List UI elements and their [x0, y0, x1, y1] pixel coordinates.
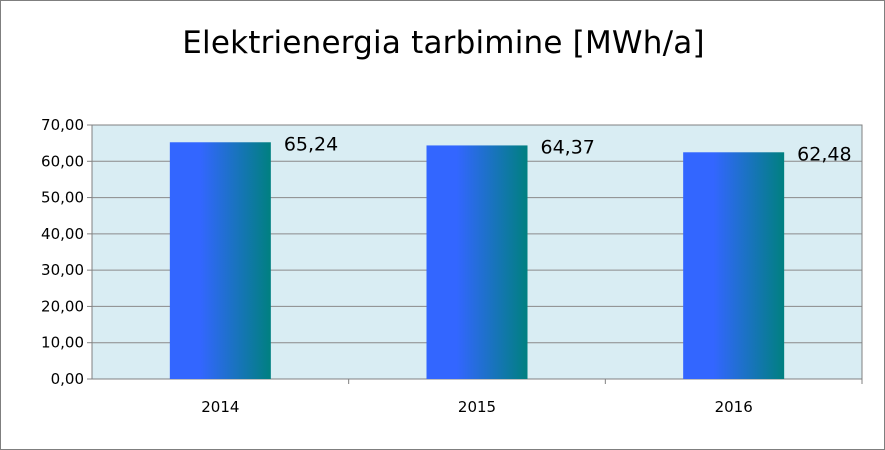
x-tick-label: 2016: [715, 398, 753, 416]
chart-title: Elektrienergia tarbimine [MWh/a]: [182, 25, 705, 61]
x-tick-label: 2015: [458, 398, 496, 416]
data-label-2016: 62,48: [797, 143, 851, 165]
y-tick-label: 0,00: [51, 370, 84, 388]
y-tick-label: 40,00: [41, 225, 84, 243]
bar-2014: [169, 142, 271, 379]
y-tick-label: 60,00: [41, 152, 84, 170]
y-tick-label: 20,00: [41, 297, 84, 315]
y-tick-label: 70,00: [41, 116, 84, 134]
data-label-2015: 64,37: [541, 136, 595, 158]
bars: [169, 142, 785, 379]
y-tick-label: 30,00: [41, 261, 84, 279]
labels: 0,00 10,00 20,00 30,00 40,00 50,00 60,00 70,00 6…: [41, 116, 852, 416]
bar-2016: [683, 152, 785, 379]
y-tick-label: 50,00: [41, 189, 84, 207]
y-tick-label: 10,00: [41, 334, 84, 352]
bar-2015: [426, 145, 528, 379]
data-label-2014: 65,24: [284, 133, 338, 155]
x-tick-label: 2014: [201, 398, 239, 416]
